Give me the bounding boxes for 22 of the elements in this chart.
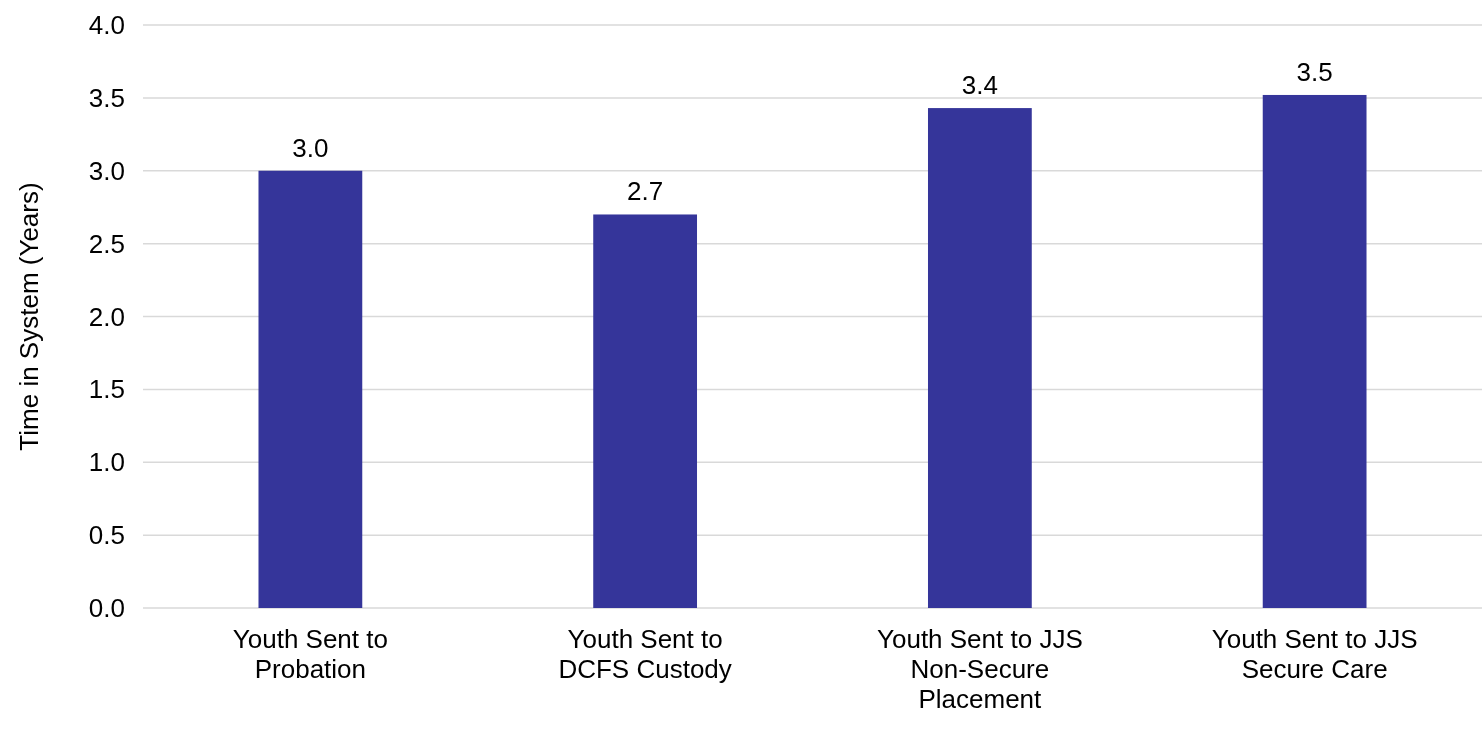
bar [927, 108, 1032, 608]
x-tick-label: Youth Sent to JJS Non-Secure Placement [877, 624, 1083, 714]
y-tick-label: 0.0 [88, 593, 125, 624]
data-label: 3.0 [292, 132, 329, 163]
bar [258, 170, 363, 608]
y-tick-label: 2.5 [88, 228, 125, 259]
x-tick-label: Youth Sent to JJS Secure Care [1211, 624, 1418, 684]
bar [593, 214, 698, 608]
y-tick-label: 1.5 [88, 374, 125, 405]
y-tick-label: 4.0 [88, 10, 125, 41]
y-tick-label: 0.5 [88, 520, 125, 551]
y-tick-label: 3.5 [88, 82, 125, 113]
y-tick-label: 1.0 [88, 447, 125, 478]
bar [1262, 94, 1367, 608]
data-label: 3.5 [1296, 56, 1333, 87]
x-tick-label: Youth Sent to Probation [232, 624, 388, 684]
y-axis-title: Time in System (Years) [14, 182, 44, 451]
data-label: 2.7 [627, 176, 664, 207]
y-tick-label: 3.0 [88, 155, 125, 186]
x-tick-label: Youth Sent to DCFS Custody [558, 624, 732, 684]
data-label: 3.4 [961, 70, 998, 101]
y-tick-label: 2.0 [88, 301, 125, 332]
